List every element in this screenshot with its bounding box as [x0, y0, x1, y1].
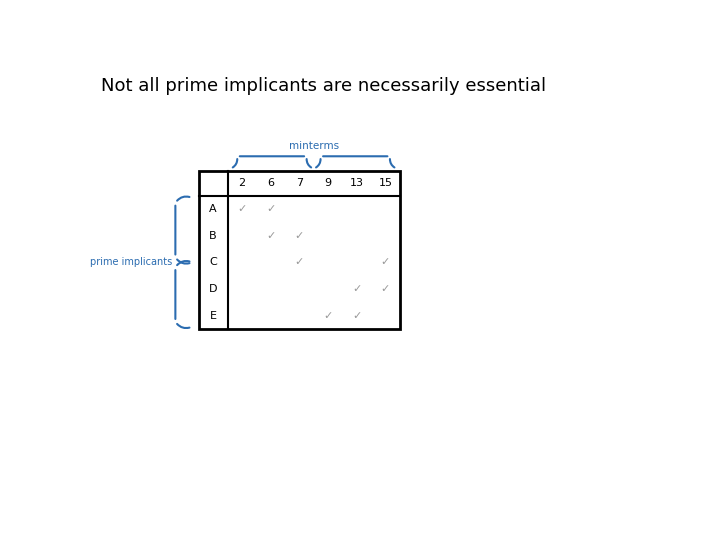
Text: 2: 2: [238, 178, 246, 188]
Text: ✓: ✓: [294, 257, 304, 267]
Bar: [199, 171, 400, 329]
Text: minterms: minterms: [289, 141, 338, 151]
Text: prime implicants: prime implicants: [90, 257, 173, 267]
Text: 6: 6: [267, 178, 274, 188]
Text: 7: 7: [296, 178, 303, 188]
Text: ✓: ✓: [381, 284, 390, 294]
Text: 13: 13: [350, 178, 364, 188]
Text: ✓: ✓: [323, 310, 333, 321]
Text: ✓: ✓: [352, 310, 361, 321]
Text: Not all prime implicants are necessarily essential: Not all prime implicants are necessarily…: [101, 77, 546, 95]
Text: ✓: ✓: [294, 231, 304, 241]
Text: E: E: [210, 310, 217, 321]
Text: ✓: ✓: [237, 204, 246, 214]
Text: ✓: ✓: [352, 284, 361, 294]
Text: ✓: ✓: [381, 257, 390, 267]
Text: C: C: [210, 257, 217, 267]
Text: B: B: [210, 231, 217, 241]
Text: 15: 15: [378, 178, 392, 188]
Text: ✓: ✓: [266, 231, 275, 241]
Text: A: A: [210, 204, 217, 214]
Text: D: D: [209, 284, 217, 294]
Text: ✓: ✓: [266, 204, 275, 214]
Text: 9: 9: [325, 178, 331, 188]
